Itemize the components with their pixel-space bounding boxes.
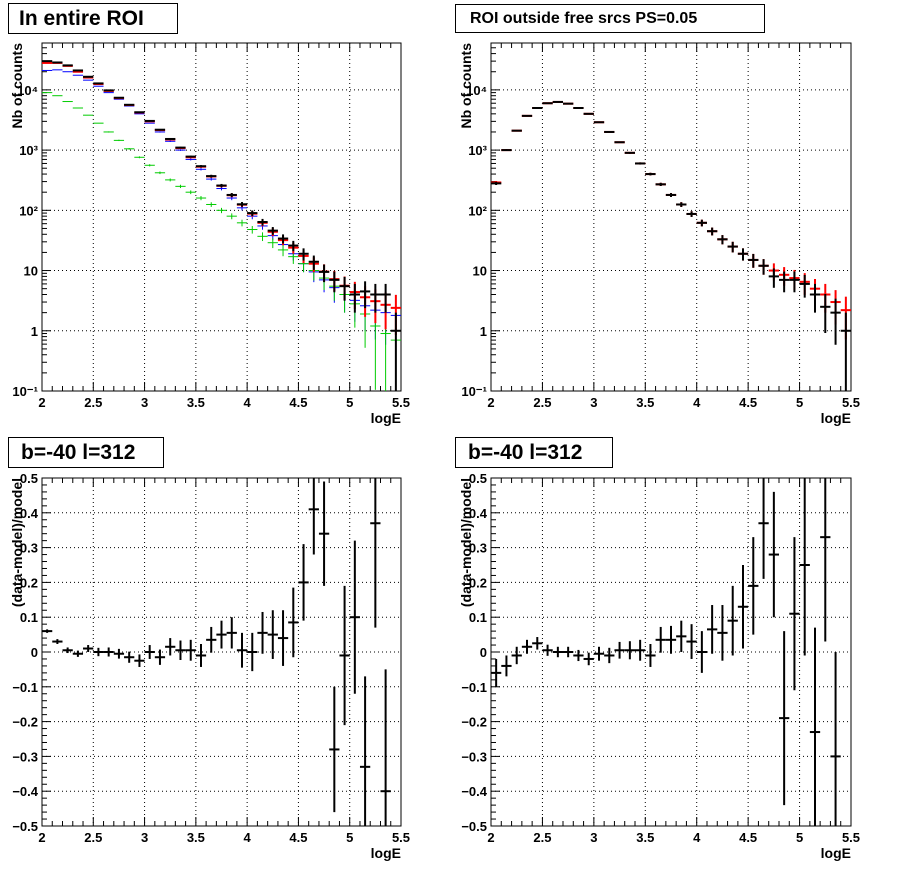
x-tick-label: 2.5 [533,395,551,410]
series-1 [42,92,401,391]
x-tick-label: 3.5 [636,395,654,410]
x-tick-label: 3 [141,830,148,845]
chart-title: b=-40 l=312 [8,437,164,468]
x-tick-label: 2.5 [84,395,102,410]
y-tick-label: −0.2 [12,715,38,730]
y-tick-label: 0.2 [469,575,487,590]
y-tick-label: 1 [31,324,38,339]
y-tick-label: −0.4 [12,784,38,799]
x-tick-label: 5 [796,830,803,845]
y-axis-title: (data-model)/model [458,478,474,607]
x-axis-title: logE [821,410,851,426]
y-tick-label: 0.1 [20,610,38,625]
x-tick-label: 4 [244,395,252,410]
x-tick-label: 2.5 [533,830,551,845]
y-tick-label: 10³ [19,143,38,158]
y-tick-label: 10⁻¹ [461,384,487,399]
y-tick-label: 10³ [468,143,487,158]
x-tick-label: 2 [38,830,45,845]
x-axis-title: logE [371,845,401,861]
x-tick-label: 4 [244,830,252,845]
series-0 [491,100,851,340]
y-axis-title: Nb of counts [458,43,474,129]
x-tick-label: 4 [693,830,701,845]
y-tick-label: 0 [31,645,38,660]
x-tick-label: 5.5 [842,830,860,845]
y-tick-label: −0.3 [12,749,38,764]
y-tick-label: −0.3 [461,749,487,764]
y-tick-label: 0.3 [469,541,487,556]
x-tick-label: 4.5 [289,830,307,845]
panel-counts-outside-free-srcs: 2 2.5 3 3.5 4 4.5 5 5.5 10⁻¹ 1 10 10² 10³ 10⁴ logE Nb o… [458,42,860,426]
x-tick-label: 3 [590,830,597,845]
panel-counts-entire-roi: 2 2.5 3 3.5 4 4.5 5 5.5 10⁻¹ 1 10 10² 10³ 10⁴ logE Nb o… [9,42,410,426]
y-tick-label: 0.3 [20,541,38,556]
y-tick-label: 0.5 [469,471,487,486]
series-1 [491,100,851,391]
x-tick-label: 2 [487,395,494,410]
y-tick-label: 0.2 [20,575,38,590]
y-tick-label: 0.1 [469,610,487,625]
x-tick-label: 4.5 [739,830,757,845]
x-tick-label: 5.5 [392,830,410,845]
y-tick-label: 10⁻¹ [12,384,38,399]
plot-frame [490,42,852,392]
y-tick-label: −0.2 [461,715,487,730]
plot-frame [41,42,402,392]
y-tick-label: 0.5 [20,471,38,486]
x-tick-label: 4 [693,395,701,410]
chart-title: ROI outside free srcs PS=0.05 [455,4,765,33]
y-tick-label: 0.4 [20,506,39,521]
y-tick-label: 0 [480,645,487,660]
y-tick-label: 10 [24,264,38,279]
series-0 [491,478,841,826]
y-tick-label: 10² [19,203,38,218]
y-tick-label: 10² [468,203,487,218]
panel-residuals-left: 2 2.5 3 3.5 4 4.5 5 5.5 −0.5 −0.4 −0.3 −0.2 −0.1 0 0.1… [9,471,410,861]
y-tick-label: 10⁴ [17,83,38,98]
y-tick-label: −0.1 [461,680,487,695]
y-tick-label: 1 [480,324,487,339]
panel-residuals-right: 2 2.5 3 3.5 4 4.5 5 5.5 −0.5 −0.4 −0.3 −0.2 −0.1 0 0.1… [458,471,860,861]
y-tick-label: 10⁴ [466,83,487,98]
x-tick-label: 3 [141,395,148,410]
x-tick-label: 5 [346,395,353,410]
series-3 [42,60,401,391]
x-tick-label: 3.5 [636,830,654,845]
y-tick-label: 10 [473,264,487,279]
x-tick-label: 3 [590,395,597,410]
chart-title: In entire ROI [8,3,178,34]
x-tick-label: 5.5 [842,395,860,410]
x-tick-label: 4.5 [739,395,757,410]
x-tick-label: 5 [346,830,353,845]
x-tick-label: 2.5 [84,830,102,845]
x-tick-label: 5 [796,395,803,410]
x-tick-label: 2 [38,395,45,410]
y-tick-label: −0.1 [12,680,38,695]
y-tick-label: 0.4 [469,506,488,521]
y-tick-label: −0.4 [461,784,487,799]
x-tick-label: 5.5 [392,395,410,410]
x-tick-label: 3.5 [187,830,205,845]
y-tick-label: −0.5 [12,819,38,834]
series-0 [42,478,391,826]
x-tick-label: 3.5 [187,395,205,410]
y-axis-title: (data-model)/model [9,478,25,607]
x-axis-title: logE [821,845,851,861]
y-axis-title: Nb of counts [9,43,25,129]
y-tick-label: −0.5 [461,819,487,834]
chart-title: b=-40 l=312 [455,437,613,468]
x-axis-title: logE [371,410,401,426]
x-tick-label: 4.5 [289,395,307,410]
x-tick-label: 2 [487,830,494,845]
